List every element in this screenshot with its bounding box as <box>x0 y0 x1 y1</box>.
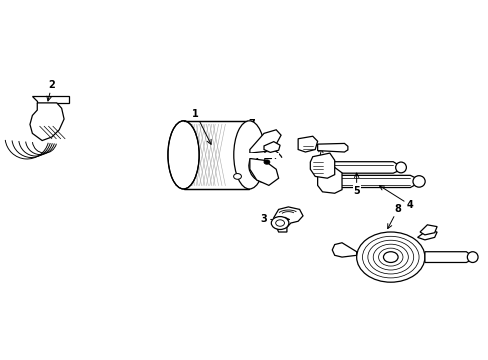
Polygon shape <box>32 96 69 103</box>
Polygon shape <box>183 121 249 189</box>
Ellipse shape <box>233 121 264 189</box>
Polygon shape <box>264 141 280 152</box>
Circle shape <box>356 232 424 282</box>
Circle shape <box>275 220 284 226</box>
Polygon shape <box>419 225 436 235</box>
Text: 1: 1 <box>192 109 211 144</box>
Circle shape <box>264 160 269 164</box>
Polygon shape <box>249 158 278 185</box>
Polygon shape <box>417 230 436 240</box>
Polygon shape <box>331 243 356 257</box>
Text: 4: 4 <box>379 186 413 210</box>
Polygon shape <box>273 207 303 232</box>
Polygon shape <box>298 136 317 152</box>
Polygon shape <box>249 130 281 153</box>
Text: 8: 8 <box>387 204 401 229</box>
Ellipse shape <box>395 162 406 173</box>
Polygon shape <box>317 143 347 152</box>
Ellipse shape <box>168 122 198 188</box>
Polygon shape <box>331 175 417 188</box>
Polygon shape <box>248 153 278 158</box>
Ellipse shape <box>412 176 424 187</box>
Polygon shape <box>317 167 341 193</box>
Polygon shape <box>424 252 470 262</box>
Circle shape <box>271 217 288 229</box>
Circle shape <box>383 252 397 262</box>
Circle shape <box>233 174 241 179</box>
Ellipse shape <box>467 252 477 262</box>
Polygon shape <box>310 153 334 178</box>
Text: 6: 6 <box>314 148 323 172</box>
Polygon shape <box>325 162 399 173</box>
Text: 3: 3 <box>260 215 289 224</box>
Text: 7: 7 <box>248 120 268 145</box>
Text: 2: 2 <box>47 80 55 101</box>
Text: 5: 5 <box>352 173 359 196</box>
Ellipse shape <box>167 121 199 189</box>
Polygon shape <box>30 103 64 140</box>
